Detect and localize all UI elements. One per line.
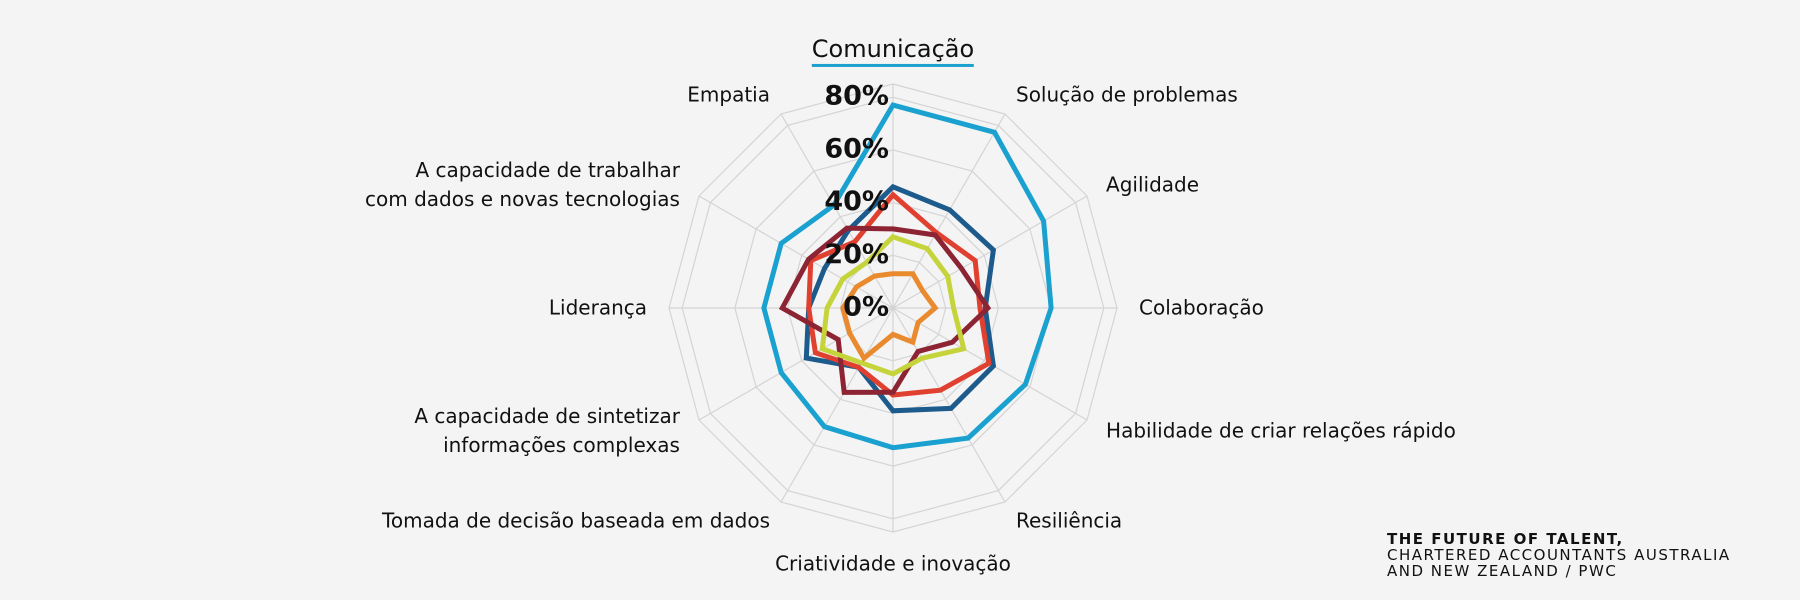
category-label: Solução de problemas bbox=[1016, 82, 1238, 107]
category-label: Liderança bbox=[548, 295, 647, 320]
source-line: AND NEW ZEALAND / PWC bbox=[1387, 562, 1618, 580]
category-label: Colaboração bbox=[1139, 295, 1264, 320]
source-line: THE FUTURE OF TALENT, bbox=[1387, 530, 1624, 548]
series-line bbox=[778, 225, 992, 395]
spoke bbox=[698, 307, 894, 421]
series-line bbox=[819, 233, 967, 377]
tick-label: 80% bbox=[824, 81, 889, 112]
spoke bbox=[892, 195, 1088, 309]
spoke bbox=[780, 307, 894, 503]
category-label: Tomada de decisão baseada em dados bbox=[382, 508, 770, 533]
category-label: A capacidade de sintetizar informações c… bbox=[414, 404, 680, 457]
category-label: Comunicação bbox=[811, 34, 975, 67]
category-label: Resiliência bbox=[1016, 508, 1123, 533]
category-label: A capacidade de trabalhar com dados e no… bbox=[365, 158, 680, 211]
source-line: CHARTERED ACCOUNTANTS AUSTRALIA bbox=[1387, 546, 1731, 564]
category-label: Criatividade e inovação bbox=[775, 551, 1011, 576]
tick-label: 20% bbox=[824, 239, 889, 270]
spoke bbox=[698, 195, 894, 309]
series-line bbox=[840, 271, 939, 363]
category-label: Agilidade bbox=[1106, 172, 1200, 197]
series-line bbox=[803, 183, 997, 414]
tick-label: 0% bbox=[843, 292, 889, 323]
category-label: Habilidade de criar relações rápido bbox=[1106, 418, 1456, 443]
tick-label: 60% bbox=[824, 133, 889, 164]
source: THE FUTURE OF TALENT, CHARTERED ACCOUNTA… bbox=[1387, 531, 1731, 579]
category-label: Empatia bbox=[687, 82, 770, 107]
series-line bbox=[761, 102, 1054, 451]
tick-label: 40% bbox=[824, 186, 889, 217]
